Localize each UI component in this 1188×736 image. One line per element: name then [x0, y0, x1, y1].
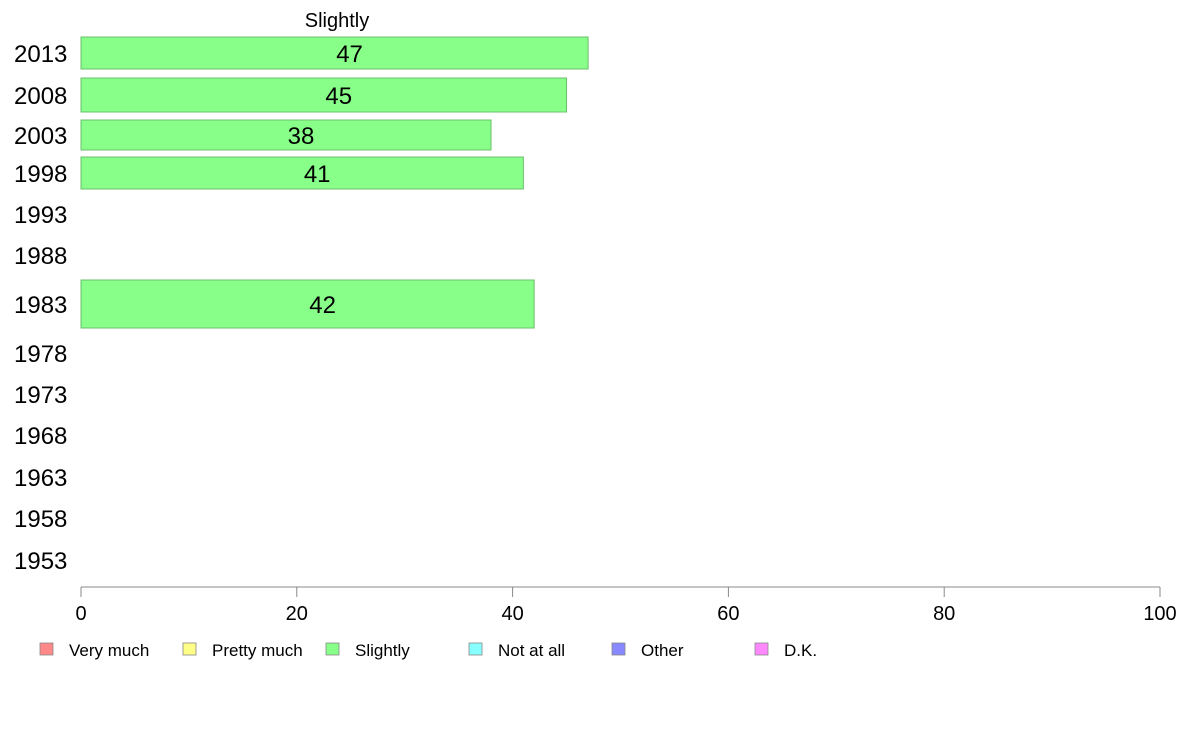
legend: Very much Pretty much Slightly Not at all Ot… — [39, 641, 817, 660]
bar-value-label: 42 — [309, 292, 336, 319]
x-tick-label: 60 — [717, 603, 739, 625]
y-tick-label: 2008 — [14, 83, 67, 110]
bar — [80, 279, 535, 329]
x-tick-label: 40 — [501, 603, 523, 625]
legend-swatch — [754, 642, 769, 656]
legend-label: Slightly — [355, 641, 410, 660]
y-tick-label: 1958 — [14, 506, 67, 533]
y-tick-label: 2013 — [14, 41, 67, 68]
y-tick-label: 1993 — [14, 202, 67, 229]
x-axis: 0 20 40 60 80 100 — [75, 586, 1177, 625]
bar — [80, 156, 524, 190]
bar-value-label: 45 — [325, 83, 352, 110]
y-tick-label: 1998 — [14, 161, 67, 188]
x-tick-label: 20 — [286, 603, 308, 625]
y-tick-label: 1988 — [14, 243, 67, 270]
legend-swatch — [39, 642, 54, 656]
x-tick-label: 100 — [1143, 603, 1176, 625]
y-tick-label: 1983 — [14, 292, 67, 319]
legend-swatch — [468, 642, 483, 656]
legend-swatch — [182, 642, 197, 656]
chart-title: Slightly — [305, 10, 369, 32]
bar-value-label: 38 — [288, 123, 315, 150]
legend-label: D.K. — [784, 641, 817, 660]
x-tick-label: 80 — [933, 603, 955, 625]
y-tick-label: 1968 — [14, 423, 67, 450]
legend-swatch — [325, 642, 340, 656]
bar-value-label: 41 — [304, 161, 331, 188]
bar — [80, 77, 568, 113]
legend-label: Not at all — [498, 641, 565, 660]
y-tick-label: 1973 — [14, 382, 67, 409]
legend-label: Other — [641, 641, 684, 660]
y-tick-label: 1963 — [14, 465, 67, 492]
legend-label: Pretty much — [212, 641, 303, 660]
bar — [80, 119, 492, 151]
bars: 47 45 38 41 42 — [80, 36, 589, 329]
y-axis-labels: 2013 2008 2003 1998 1993 1988 1983 1978 1973 1968… — [14, 41, 67, 575]
x-tick-label: 0 — [75, 603, 86, 625]
legend-swatch — [611, 642, 626, 656]
y-tick-label: 1978 — [14, 341, 67, 368]
legend-label: Very much — [69, 641, 149, 660]
y-tick-label: 1953 — [14, 548, 67, 575]
y-tick-label: 2003 — [14, 123, 67, 150]
bar — [80, 36, 589, 70]
bar-value-label: 47 — [336, 41, 363, 68]
